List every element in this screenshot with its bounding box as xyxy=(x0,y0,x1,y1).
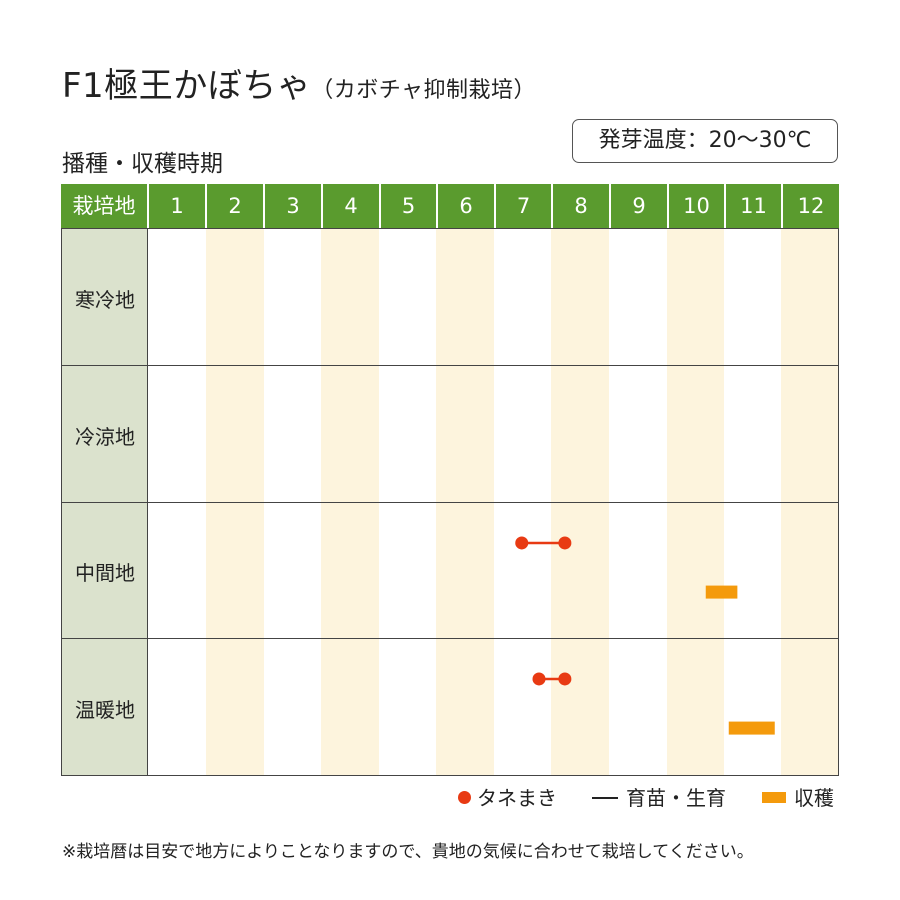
month-header-8: 8 xyxy=(551,184,609,228)
table-body: 寒冷地 冷涼地 中間地 温暖地 xyxy=(61,228,839,776)
germination-temp-box: 発芽温度：20〜30℃ xyxy=(572,119,838,163)
title-sub: （カボチャ抑制栽培） xyxy=(311,78,536,103)
legend-harvest-label: 収穫 xyxy=(794,786,834,810)
month-header-4: 4 xyxy=(321,184,379,228)
legend-growing-label: 育苗・生育 xyxy=(626,786,726,810)
legend-sowing: タネまき xyxy=(458,784,557,812)
legend-harvest: 収穫 xyxy=(762,784,834,812)
region-label-intermediate: 中間地 xyxy=(75,561,135,585)
header-region-label: 栽培地 xyxy=(72,194,136,218)
legend-harvest-bar xyxy=(762,792,786,803)
region-label-warm: 温暖地 xyxy=(75,698,135,722)
schedule-marks xyxy=(515,536,775,735)
month-header-11: 11 xyxy=(724,184,781,228)
row-divider-1 xyxy=(62,365,838,366)
month-header-5: 5 xyxy=(379,184,436,228)
harvest-bar-2-0 xyxy=(705,585,738,599)
month-header-12: 12 xyxy=(781,184,839,228)
title-main: F1極王かぼちゃ xyxy=(62,66,312,106)
region-label-cold: 寒冷地 xyxy=(75,288,135,312)
sowing-dot-3-0-1 xyxy=(558,672,572,686)
month-header-1: 1 xyxy=(147,184,205,228)
month-header-6: 6 xyxy=(436,184,494,228)
month-header-3: 3 xyxy=(263,184,321,228)
sowing-dot-3-0-0 xyxy=(532,672,546,686)
month-header-9: 9 xyxy=(609,184,667,228)
month-header-2: 2 xyxy=(205,184,263,228)
legend-growing: 育苗・生育 xyxy=(592,784,726,812)
chart-subtitle: 播種・収穫時期 xyxy=(62,151,223,177)
legend-growing-line xyxy=(592,796,618,799)
row-divider-3 xyxy=(62,638,838,639)
sowing-dot-2-0-0 xyxy=(515,536,529,550)
row-divider-2 xyxy=(62,502,838,503)
region-label-cool: 冷涼地 xyxy=(75,425,135,449)
harvest-bar-3-0 xyxy=(728,721,775,735)
legend: タネまき 育苗・生育 収穫 xyxy=(0,784,900,812)
legend-sowing-label: タネまき xyxy=(477,786,557,810)
month-header-10: 10 xyxy=(667,184,724,228)
header-row: 栽培地 1 2 3 4 5 6 7 8 9 10 11 12 xyxy=(61,184,839,228)
legend-sowing-dot xyxy=(458,791,471,804)
footnote: ※栽培暦は目安で地方によりことなりますので、貴地の気候に合わせて栽培してください… xyxy=(62,842,754,862)
schedule-table: 栽培地 1 2 3 4 5 6 7 8 9 10 11 12 寒冷地 冷涼地 中… xyxy=(61,184,839,776)
sowing-dot-2-0-1 xyxy=(558,536,572,550)
chart-title: F1極王かぼちゃ（カボチャ抑制栽培） xyxy=(62,58,536,107)
month-header-7: 7 xyxy=(494,184,551,228)
